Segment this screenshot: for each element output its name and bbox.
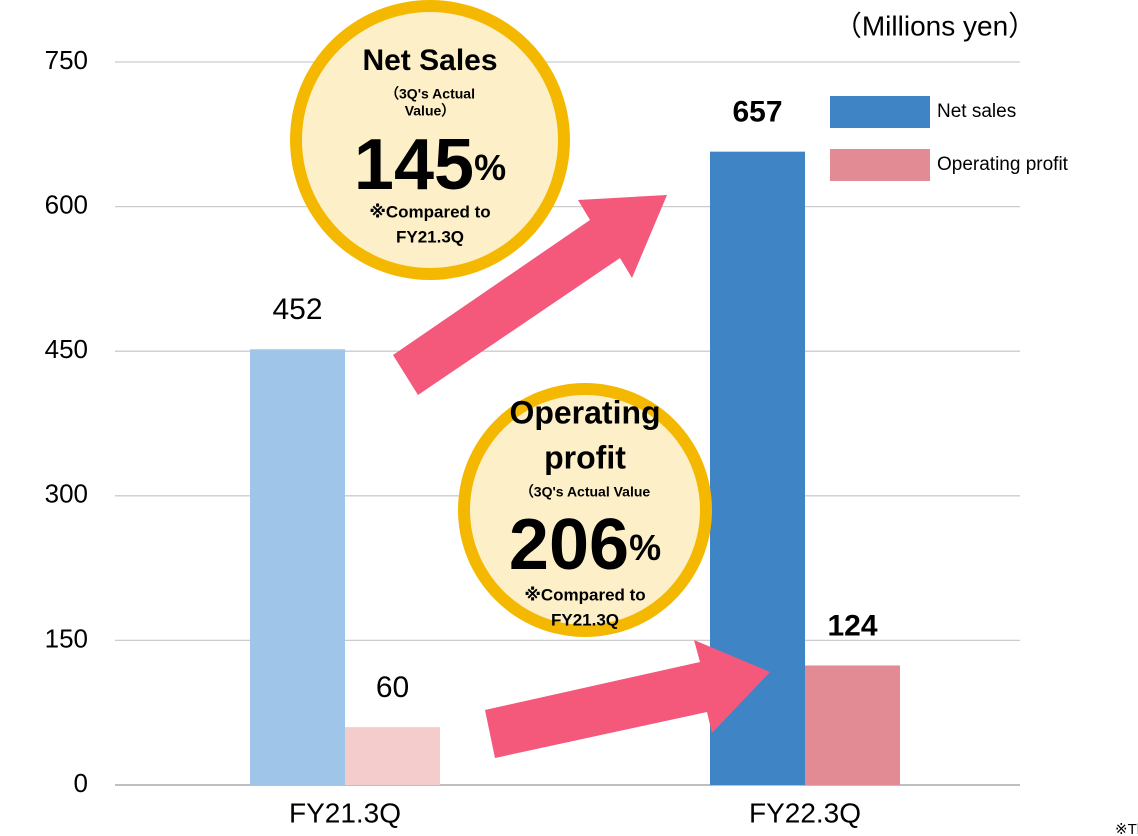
arrow xyxy=(485,640,770,758)
legend-label: Operating profit xyxy=(937,154,1069,175)
y-tick-label: 0 xyxy=(74,768,88,798)
badge-value: 206% xyxy=(509,505,661,585)
value-label: 657 xyxy=(732,96,782,129)
badge-note: ※Compared to xyxy=(369,202,490,221)
badge-value: 145% xyxy=(354,125,506,205)
badge-note: FY21.3Q xyxy=(551,610,619,629)
y-tick-label: 150 xyxy=(45,623,88,653)
x-tick-label: FY22.3Q xyxy=(749,797,861,828)
badge-subtitle: Value） xyxy=(405,103,456,119)
badge xyxy=(470,395,700,625)
badge xyxy=(302,12,558,268)
bar xyxy=(805,665,900,785)
value-label: 60 xyxy=(376,671,409,704)
badge-title: Operating xyxy=(509,394,660,430)
annotations: Net Sales（3Q's ActualValue）145%※Compared… xyxy=(290,0,712,637)
badge-subtitle: （3Q's Actual xyxy=(385,86,475,102)
badge-note: ※Compared to xyxy=(524,585,645,604)
bar xyxy=(250,349,345,785)
plot: 0 150 300 450 600 750 FY21.3Q 452 60 FY22.3Q 657 12… xyxy=(45,45,1069,829)
badge-subtitle: （3Q's Actual Value xyxy=(520,484,651,500)
badge-note: FY21.3Q xyxy=(396,227,464,246)
badge-number: 145 xyxy=(354,125,474,205)
legend-swatch xyxy=(830,96,930,128)
y-tick-label: 600 xyxy=(45,189,88,219)
arrow xyxy=(393,195,667,395)
bar xyxy=(345,727,440,785)
badge-unit: % xyxy=(629,527,661,568)
y-tick-label: 300 xyxy=(45,479,88,509)
badge-title: profit xyxy=(544,439,626,475)
y-tick-label: 450 xyxy=(45,334,88,364)
legend-label: Net sales xyxy=(937,101,1016,122)
badge-number: 206 xyxy=(509,505,629,585)
value-label: 452 xyxy=(272,293,322,326)
y-tick-label: 750 xyxy=(45,45,88,75)
badge-unit: % xyxy=(474,147,506,188)
x-tick-label: FY21.3Q xyxy=(289,797,401,828)
value-label: 124 xyxy=(827,609,877,642)
badge-title: Net Sales xyxy=(362,44,497,77)
unit-label: （Millions yen） xyxy=(834,10,1036,41)
footnote: ※The above xyxy=(1115,821,1138,836)
legend-swatch xyxy=(830,149,930,181)
